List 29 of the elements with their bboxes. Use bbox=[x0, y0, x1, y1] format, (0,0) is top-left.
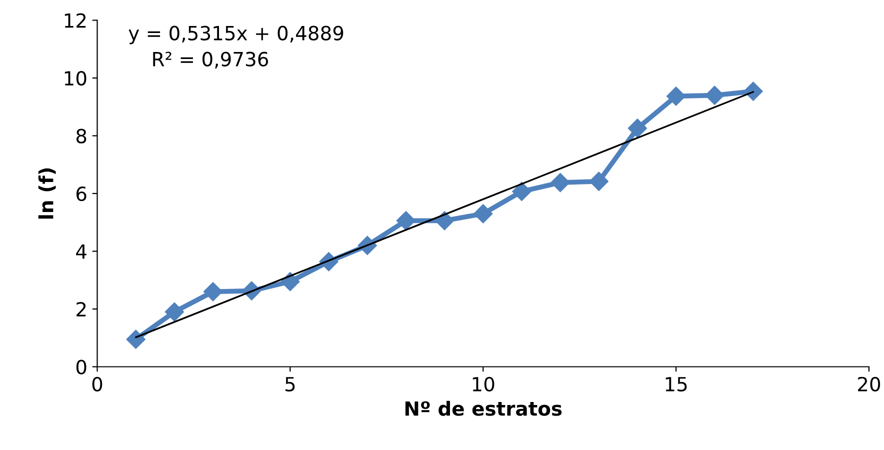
point bbox=[126, 330, 146, 349]
annotation: R² = 0,9736 bbox=[153, 52, 268, 68]
annotation: y = 0,5315x + 0,4889 bbox=[128, 26, 344, 44]
point bbox=[396, 211, 416, 230]
y-tick-label: 4 bbox=[76, 244, 86, 259]
x-axis-title: Nº de estratos bbox=[405, 400, 562, 416]
y-tick-label: 8 bbox=[76, 128, 86, 144]
point bbox=[203, 282, 223, 302]
point bbox=[164, 302, 184, 322]
y-tick-label: 6 bbox=[76, 186, 86, 202]
y-axis-title: ln (f) bbox=[38, 168, 56, 219]
point bbox=[666, 86, 686, 106]
point bbox=[474, 204, 493, 224]
y-tick-label: 12 bbox=[64, 13, 86, 28]
point bbox=[550, 172, 570, 192]
x-tick-label: 20 bbox=[858, 376, 880, 392]
point bbox=[589, 172, 608, 191]
y-tick-label: 2 bbox=[76, 302, 86, 316]
y-tick-label: 10 bbox=[64, 70, 86, 86]
point bbox=[512, 182, 532, 202]
x-tick-label: 15 bbox=[666, 377, 687, 392]
y-tick-label: 0 bbox=[76, 360, 86, 374]
x-tick-label: 0 bbox=[92, 376, 102, 392]
point bbox=[628, 118, 647, 138]
point bbox=[744, 82, 763, 101]
x-tick-label: 5 bbox=[285, 377, 295, 392]
x-tick-label: 10 bbox=[472, 376, 494, 392]
point bbox=[280, 272, 300, 292]
point bbox=[705, 86, 724, 105]
